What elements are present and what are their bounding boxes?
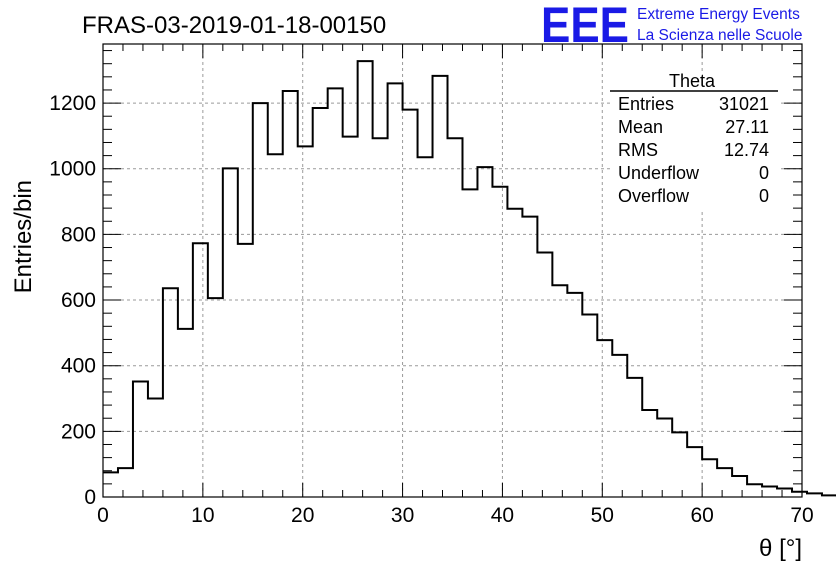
histogram-bin [732,476,747,497]
histogram-bin [657,419,672,497]
x-tick-label: 50 [591,504,614,527]
eee-logo: EEE Extreme Energy Events La Scienza nel… [541,0,802,53]
histogram-bin [163,288,178,497]
logo-line-1: Extreme Energy Events [637,6,800,23]
histogram-bin [717,468,732,497]
logo-line-2: La Scienza nelle Scuole [637,27,802,44]
stats-box-bg [610,71,780,211]
y-tick-label: 200 [61,420,96,443]
histogram-bin [567,293,582,497]
histogram-bin [418,157,433,497]
stats-value-entries: 31021 [719,94,769,114]
histogram-bin [777,488,792,497]
stats-value-mean: 27.11 [725,117,769,137]
histogram-bin [268,154,283,497]
histogram-bin [507,209,522,497]
histogram-bin [238,244,253,497]
x-tick-label: 20 [291,504,314,527]
x-tick-label: 10 [191,504,214,527]
histogram-bin [358,61,373,497]
histogram-bin [403,110,418,497]
stats-title: Theta [669,71,716,91]
y-tick-label: 1200 [49,92,96,115]
histogram-bin [433,76,448,497]
stats-value-overflow: 0 [759,186,769,206]
histogram-bin [492,187,507,497]
x-tick-label: 60 [690,504,713,527]
x-axis-label: θ [°] [759,535,802,562]
histogram-bin [448,138,463,497]
histogram-bin [702,459,717,497]
histogram-bin [223,168,238,497]
histogram-bin [328,88,343,497]
histogram-bin [477,167,492,497]
histogram-bin [148,399,163,497]
histogram-series [103,60,836,498]
stats-label-overflow: Overflow [618,186,690,206]
logo-mark: EEE [541,0,629,53]
histogram-bin [133,381,148,497]
histogram-bin [747,484,762,497]
histogram-bin [313,108,328,497]
histogram-bin [103,472,118,497]
histogram-bin [193,243,208,497]
histogram-bin [208,298,223,497]
y-tick-label: 1000 [49,158,96,181]
histogram-bin [672,432,687,497]
stats-value-rms: 12.74 [724,140,769,160]
x-tick-label: 30 [391,504,414,527]
chart-title: FRAS-03-2019-01-18-00150 [82,12,386,39]
y-tick-label: 0 [84,486,96,509]
histogram-bin [642,410,657,497]
histogram-bin [582,314,597,497]
histogram-bin [627,378,642,497]
stats-box: Theta Entries 31021 Mean 27.11 RMS 12.74… [610,71,780,211]
histogram-bin [373,138,388,497]
histogram-outline [103,60,836,498]
stats-label-rms: RMS [618,140,658,160]
histogram-bin [537,252,552,497]
y-tick-label: 400 [61,355,96,378]
stats-label-underflow: Underflow [618,163,700,183]
histogram-bin [462,189,477,497]
stats-value-underflow: 0 [759,163,769,183]
histogram-bin [597,340,612,497]
stats-label-mean: Mean [618,117,663,137]
histogram-bin [388,83,403,497]
histogram-bin [283,91,298,497]
x-tick-label: 70 [790,504,813,527]
x-tick-label: 0 [97,504,109,527]
histogram-bin [118,468,133,497]
axis-ticks [102,44,803,498]
histogram-bin [687,447,702,497]
y-tick-labels: 0 200 400 600 800 1000 1200 [49,92,96,509]
histogram-bin [298,146,313,497]
plot-frame [102,43,803,498]
x-tick-label: 40 [491,504,514,527]
y-tick-label: 800 [61,223,96,246]
y-tick-label: 600 [61,289,96,312]
histogram-bin [612,355,627,497]
x-tick-labels: 0 10 20 30 40 50 60 70 [97,504,814,527]
histogram-bin [522,217,537,497]
y-axis-label: Entries/bin [10,180,37,293]
histogram-bin [343,137,358,497]
histogram-bin [178,329,193,497]
stats-label-entries: Entries [618,94,674,114]
histogram-bin [762,486,777,497]
histogram-bin [552,285,567,497]
